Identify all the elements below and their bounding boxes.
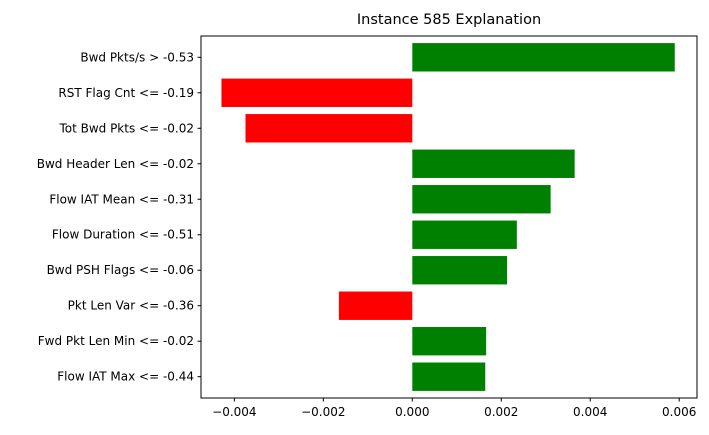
y-axis-ticks: Bwd Pkts/s > -0.53 RST Flag Cnt <= -0.19 T… (37, 50, 201, 384)
bar (338, 291, 413, 320)
y-tick-label: Bwd Pkts/s > -0.53 (80, 50, 194, 64)
x-axis-ticks: −0.004 −0.002 0.000 0.002 0.004 0.006 (212, 398, 696, 419)
bar (412, 149, 575, 178)
x-tick-label: 0.004 (573, 405, 607, 419)
x-tick-label: −0.004 (212, 405, 256, 419)
bar (245, 114, 413, 143)
y-tick-label: Bwd PSH Flags <= -0.06 (47, 263, 194, 277)
y-tick-label: Fwd Pkt Len Min <= -0.02 (38, 334, 194, 348)
bar (412, 362, 486, 391)
y-tick-label: Flow IAT Mean <= -0.31 (49, 192, 194, 206)
x-tick-label: 0.006 (662, 405, 696, 419)
y-tick-label: Flow Duration <= -0.51 (52, 228, 194, 242)
bar (412, 256, 508, 285)
plot-frame (200, 35, 698, 399)
chart-title: Instance 585 Explanation (357, 12, 541, 28)
bar (412, 220, 517, 249)
bar (221, 78, 413, 107)
x-tick-label: 0.002 (484, 405, 518, 419)
y-tick-label: RST Flag Cnt <= -0.19 (58, 86, 194, 100)
bars-layer (221, 43, 675, 391)
bar (412, 327, 487, 356)
y-tick-label: Tot Bwd Pkts <= -0.02 (58, 121, 194, 135)
x-tick-label: −0.002 (301, 405, 345, 419)
y-tick-label: Bwd Header Len <= -0.02 (37, 157, 194, 171)
bar (412, 185, 551, 214)
y-tick-label: Flow IAT Max <= -0.44 (57, 370, 194, 384)
bar (412, 43, 675, 72)
y-tick-label: Pkt Len Var <= -0.36 (68, 299, 194, 313)
x-tick-label: 0.000 (395, 405, 429, 419)
